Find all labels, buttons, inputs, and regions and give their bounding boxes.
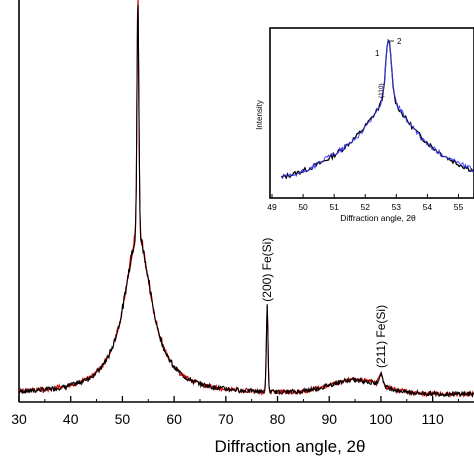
main-x-tick-label: 70 <box>218 411 234 427</box>
main-x-axis-label: Diffraction angle, 2θ <box>215 437 366 456</box>
inset-series-line <box>281 39 474 179</box>
inset-x-ticks: 49 50 51 52 53 54 55 <box>267 194 463 212</box>
inset-x-tick-label: 52 <box>360 202 370 212</box>
main-x-tick-label: 30 <box>11 411 27 427</box>
inset-plot: 49 50 51 52 53 54 55 Intensity Diffraction ang… <box>255 27 474 223</box>
inset-x-tick-label: 53 <box>392 202 402 212</box>
inset-peak-label: (110) <box>378 83 385 98</box>
inset-x-tick-label: 55 <box>454 202 464 212</box>
main-x-ticks: 30 40 50 60 70 80 90 100 110 <box>11 396 459 427</box>
main-x-tick-label: 80 <box>270 411 286 427</box>
main-x-tick-label: 110 <box>421 411 444 427</box>
main-peak-labels: (110) Fe(Si)(200) Fe(Si)(211) Fe(Si) <box>260 238 388 368</box>
main-curves <box>18 0 474 399</box>
inset-y-axis-label: Intensity <box>255 100 264 130</box>
inset-x-axis-label: Diffraction angle, 2θ <box>340 213 416 223</box>
inset-curves <box>281 38 474 180</box>
peak-label: (211) Fe(Si) <box>374 305 388 368</box>
inset-x-tick-label: 51 <box>329 202 339 212</box>
main-x-tick-label: 50 <box>115 411 131 427</box>
inset-x-tick-label: 50 <box>298 202 308 212</box>
inset-series-2-label: 2 <box>397 37 402 46</box>
main-x-tick-label: 100 <box>369 411 393 427</box>
main-series-line <box>18 0 474 398</box>
inset-x-tick-label: 49 <box>267 202 277 212</box>
main-x-tick-label: 40 <box>63 411 79 427</box>
inset-x-tick-label: 54 <box>423 202 433 212</box>
main-x-tick-label: 90 <box>321 411 337 427</box>
main-series-line <box>18 4 474 399</box>
inset-series-1-label: 1 <box>375 49 380 58</box>
main-x-tick-label: 60 <box>166 411 182 427</box>
peak-label: (200) Fe(Si) <box>260 238 274 302</box>
